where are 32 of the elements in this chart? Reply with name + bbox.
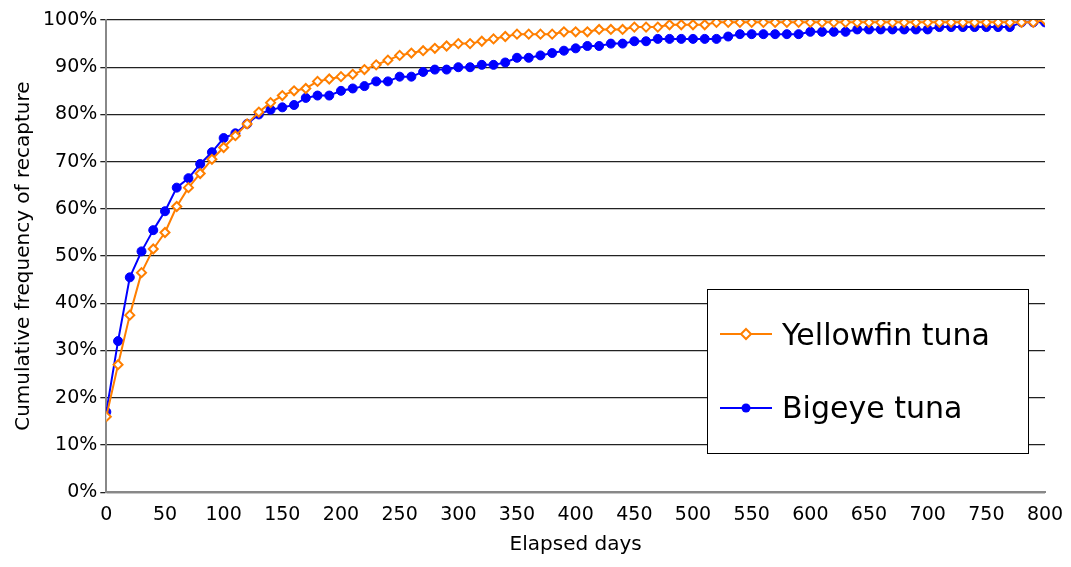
x-tick-label: 250: [381, 501, 418, 524]
y-tick-label: 80%: [55, 101, 98, 124]
legend-label: Yellowfin tuna: [782, 316, 990, 352]
x-tick-label: 800: [1026, 501, 1064, 524]
y-tick-label: 10%: [55, 431, 98, 454]
y-tick-label: 100%: [42, 6, 98, 29]
x-tick-label: 600: [792, 501, 829, 524]
y-tick-label: 20%: [55, 384, 98, 407]
y-tick-label: 0%: [67, 479, 98, 502]
y-axis-title: Cumulative frequency of recapture: [10, 81, 35, 431]
y-tick-label: 60%: [55, 195, 98, 218]
y-tick-label: 40%: [55, 290, 98, 313]
x-tick-label: 100: [205, 501, 242, 524]
x-tick-label: 200: [322, 501, 360, 524]
x-tick-label: 350: [498, 501, 536, 524]
y-tick-label: 50%: [55, 243, 98, 266]
x-tick-label: 300: [440, 501, 477, 524]
x-tick-label: 750: [968, 501, 1005, 524]
x-tick-label: 500: [674, 501, 712, 524]
x-tick-label: 550: [733, 501, 770, 524]
x-tick-label: 650: [850, 501, 888, 524]
y-tick-label: 90%: [55, 54, 98, 77]
x-axis-title: Elapsed days: [509, 531, 642, 556]
x-tick-label: 50: [152, 501, 178, 524]
x-tick-label: 700: [909, 501, 946, 524]
x-tick-label: 150: [264, 501, 301, 524]
legend-label: Bigeye tuna: [782, 390, 963, 426]
y-tick-label: 70%: [55, 148, 98, 171]
x-tick-label: 400: [557, 501, 594, 524]
y-tick-label: 30%: [55, 337, 98, 360]
x-tick-label: 0: [100, 501, 113, 524]
x-tick-label: 450: [616, 501, 653, 524]
